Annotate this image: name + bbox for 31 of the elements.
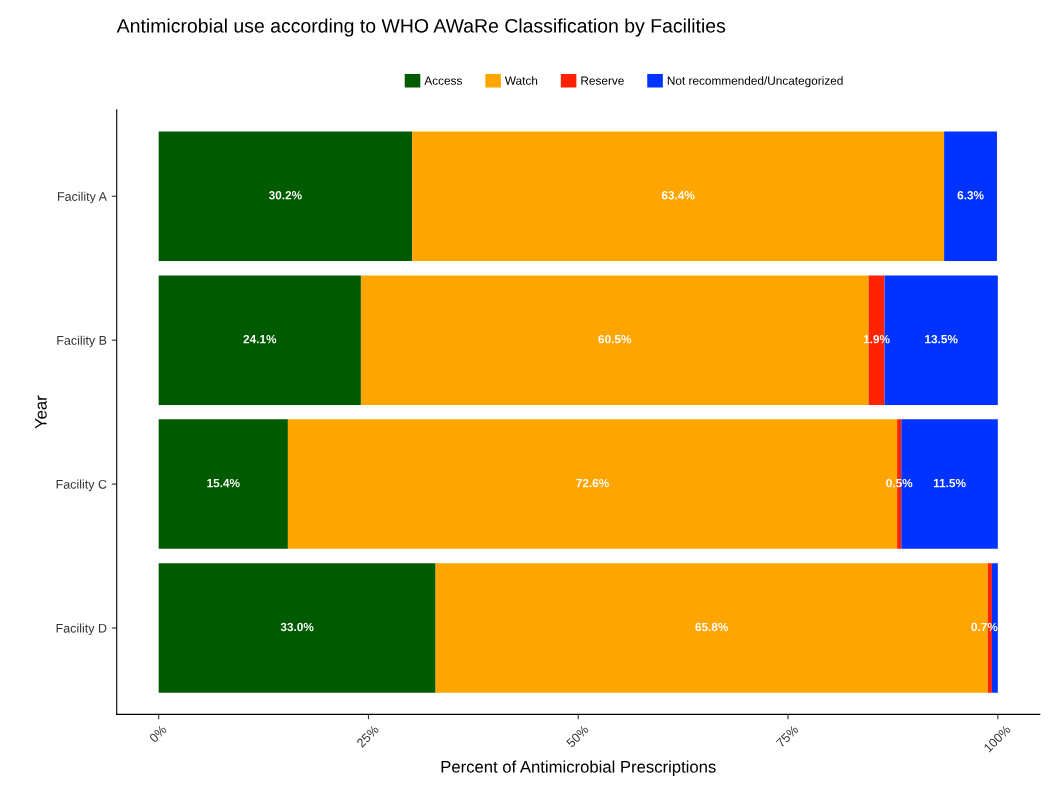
bar xyxy=(158,131,413,262)
y-tick-label: Facility C xyxy=(56,479,107,492)
data-label: 11.5% xyxy=(933,478,966,488)
x-axis-title: Percent of Antimicrobial Prescriptions xyxy=(441,760,716,777)
y-axis-title: Year xyxy=(35,395,47,429)
bar xyxy=(158,419,288,549)
legend-label: Not recommended/Uncategorized xyxy=(667,76,843,88)
bar xyxy=(944,131,997,262)
data-label: 24.1% xyxy=(243,334,277,344)
legend-label: Access xyxy=(424,76,462,85)
data-label: 15.4% xyxy=(207,478,240,488)
legend-label: Watch xyxy=(504,76,538,85)
data-label: 30.2% xyxy=(268,191,302,200)
y-tick-label: Facility B xyxy=(57,335,107,348)
data-label: 63.4% xyxy=(661,191,695,200)
data-label: 60.5% xyxy=(598,334,632,344)
bar xyxy=(412,131,945,262)
data-label: 13.5% xyxy=(925,334,958,344)
y-tick-label: Facility D xyxy=(56,623,107,636)
data-label: 65.8% xyxy=(695,622,729,632)
legend-label: Reserve xyxy=(581,76,624,85)
x-tick-label: 0% xyxy=(148,724,168,743)
x-tick-label: 50% xyxy=(565,724,590,748)
y-tick-label: Facility A xyxy=(58,191,107,204)
bar xyxy=(158,275,361,405)
data-label: 6.3% xyxy=(957,191,984,200)
x-tick-label: 75% xyxy=(775,724,799,748)
chart-title: Antimicrobial use according to WHO AWaRe Classification by Facilities xyxy=(116,18,726,37)
bar xyxy=(158,563,436,693)
data-label: 72.6% xyxy=(576,478,609,488)
data-label: 33.0% xyxy=(280,622,314,632)
